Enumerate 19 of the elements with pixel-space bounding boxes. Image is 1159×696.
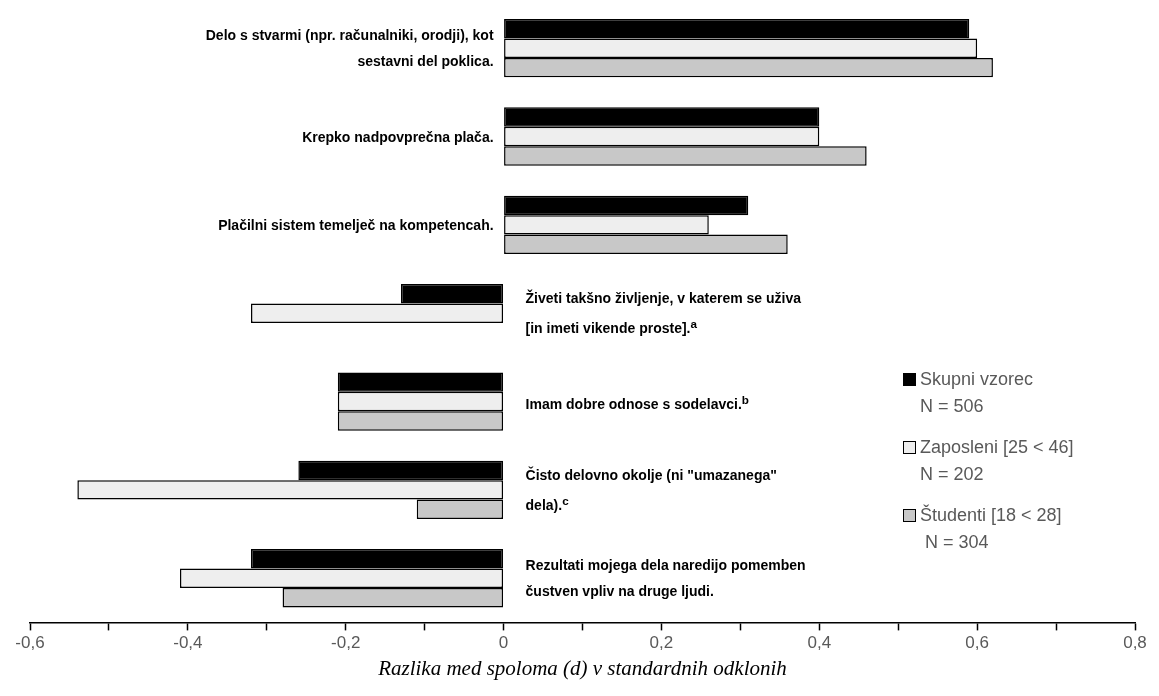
x-tick-label: 0,2	[649, 633, 674, 653]
y-tick-label: Rezultati mojega dela naredijo pomemben čustven vpliv na druge ljudi.	[525, 556, 807, 602]
x-tick-label: -0,2	[331, 633, 361, 653]
legend-label: Zaposleni [25 < 46] N = 202	[920, 436, 1074, 487]
y-tick-label: Delo s stvarmi (npr. računalniki, orodji), kot sestavni del poklica.	[204, 26, 494, 72]
x-axis-title: Razlika med spoloma (d) v standardnih odklonih	[377, 655, 787, 680]
x-tick-label: 0,6	[965, 633, 989, 653]
x-tick-label: 0	[498, 633, 509, 653]
legend-label: Skupni vzorec N = 506	[920, 368, 1034, 419]
x-tick-label: -0,4	[173, 633, 203, 653]
x-tick-label: 0,8	[1123, 633, 1147, 653]
y-tick-label: Imam dobre odnose s sodelavci.$^{b}$	[525, 391, 750, 414]
y-tick-label: Krepko nadpovprečna plača.	[301, 127, 494, 147]
x-tick-label: -0,6	[15, 633, 45, 653]
y-tick-label: Živeti takšno življenje, v katerem se uživa [in imeti vikende proste].$^{a}$	[525, 288, 803, 339]
y-tick-label: Čisto delovno okolje (ni "umazanega" dela).$^{c}$	[525, 465, 778, 516]
y-tick-label: Plačilni sistem temelječ na kompetencah.	[217, 215, 494, 235]
legend-label: Študenti [18 < 28] N = 304	[920, 503, 1062, 555]
x-tick-label: 0,4	[807, 633, 832, 653]
